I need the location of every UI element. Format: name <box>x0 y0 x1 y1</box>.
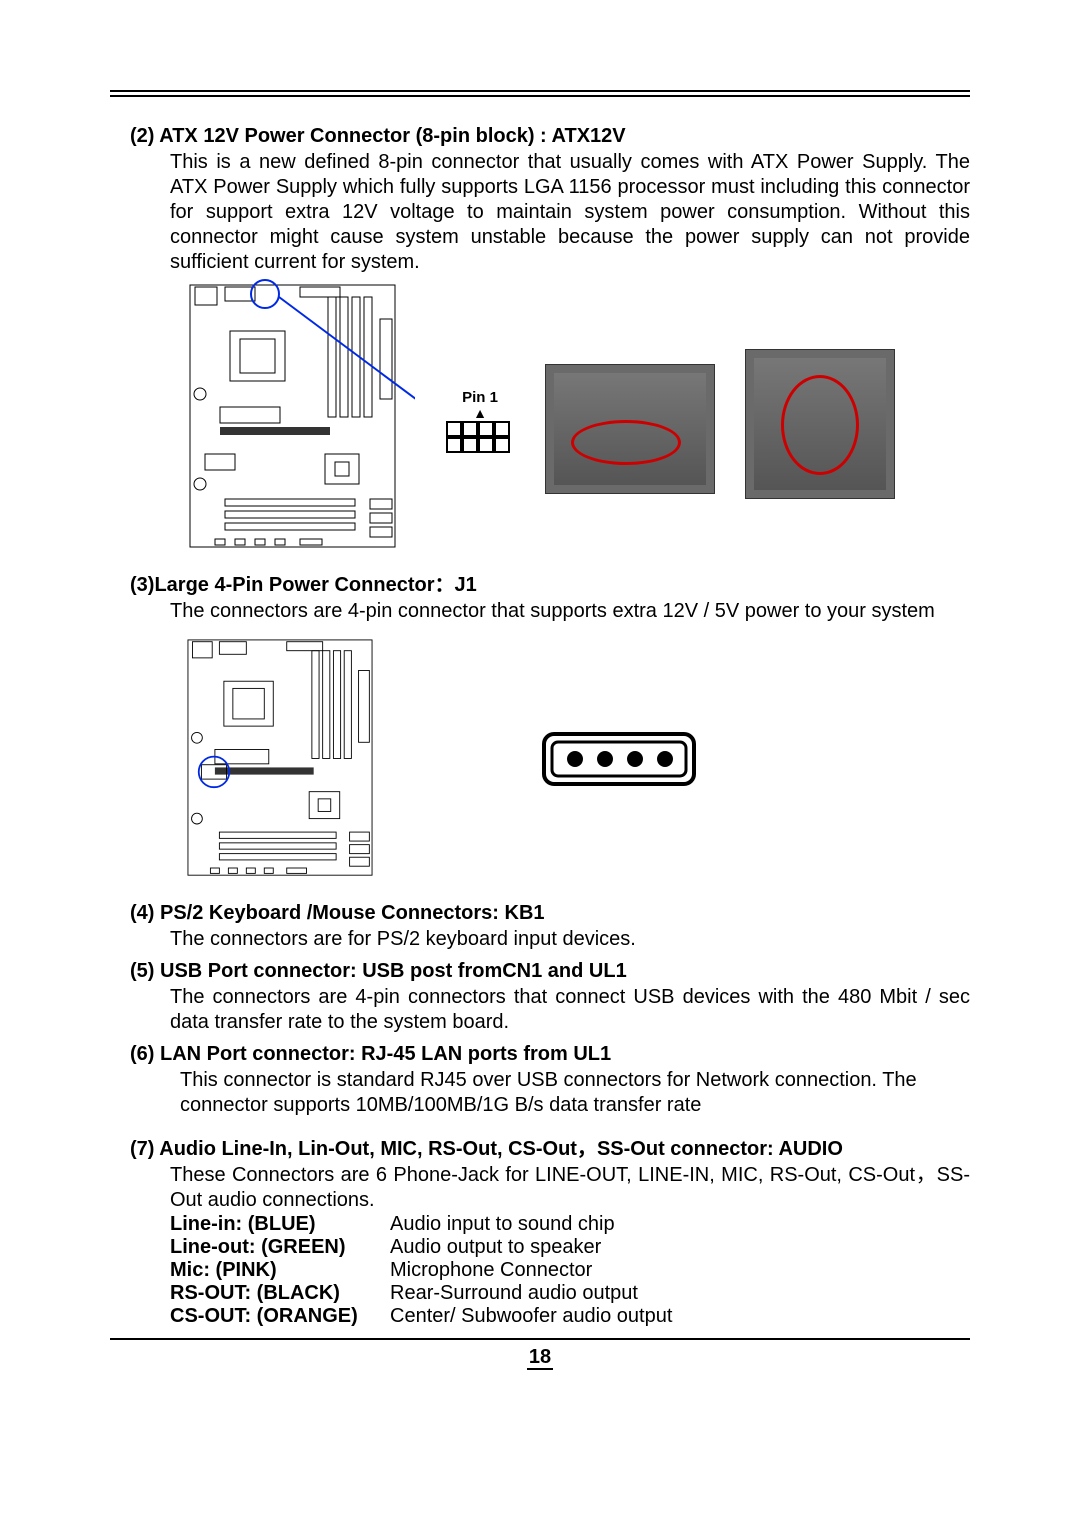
pin-block-8pin: Pin 1 ▲ <box>445 389 515 460</box>
body-s7: These Connectors are 6 Phone-Jack for LI… <box>170 1163 970 1213</box>
photo-atx12v-close <box>745 349 895 499</box>
audio-value: Audio input to sound chip <box>390 1213 615 1236</box>
heading-s5: (5) USB Port connector: USB post fromCN1… <box>130 960 970 983</box>
audio-jack-table: Line-in: (BLUE) Audio input to sound chi… <box>170 1213 970 1328</box>
photo-atx12v-board <box>545 364 715 494</box>
audio-value: Microphone Connector <box>390 1259 592 1282</box>
table-row: Line-in: (BLUE) Audio input to sound chi… <box>170 1213 970 1236</box>
audio-label: Line-in: (BLUE) <box>170 1213 390 1236</box>
heading-s6: (6) LAN Port connector: RJ-45 LAN ports … <box>130 1043 970 1066</box>
table-row: Mic: (PINK) Microphone Connector <box>170 1259 970 1282</box>
bottom-rule <box>110 1338 970 1340</box>
table-row: RS-OUT: (BLACK) Rear-Surround audio outp… <box>170 1282 970 1305</box>
pin-grid-8pin <box>445 420 515 460</box>
heading-s3: (3)Large 4-Pin Power Connector：J1 <box>130 568 970 597</box>
audio-value: Rear-Surround audio output <box>390 1282 638 1305</box>
body-s3: The connectors are 4-pin connector that … <box>170 599 970 624</box>
top-double-rule <box>110 90 970 97</box>
table-row: CS-OUT: (ORANGE) Center/ Subwoofer audio… <box>170 1305 970 1328</box>
audio-label: CS-OUT: (ORANGE) <box>170 1305 390 1328</box>
audio-value: Center/ Subwoofer audio output <box>390 1305 672 1328</box>
audio-label: Mic: (PINK) <box>170 1259 390 1282</box>
audio-value: Audio output to speaker <box>390 1236 601 1259</box>
mobo-diagram-2 <box>170 628 390 888</box>
photo-callout-oval-1 <box>571 420 681 465</box>
photo-callout-oval-2 <box>781 375 859 475</box>
body-s4: The connectors are for PS/2 keyboard inp… <box>170 927 970 952</box>
body-s6: This connector is standard RJ45 over USB… <box>180 1068 970 1118</box>
pin1-label: Pin 1 <box>462 389 498 406</box>
pin1-arrow-icon: ▲ <box>473 408 487 418</box>
figure-row-s3 <box>170 628 970 888</box>
page-number: 18 <box>110 1346 970 1369</box>
heading-s7: (7) Audio Line-In, Lin-Out, MIC, RS-Out,… <box>130 1132 970 1161</box>
body-s5: The connectors are 4-pin connectors that… <box>170 985 970 1035</box>
heading-s4: (4) PS/2 Keyboard /Mouse Connectors: KB1 <box>130 902 970 925</box>
page-container: (2) ATX 12V Power Connector (8-pin block… <box>0 0 1080 1409</box>
figure-row-s2: Pin 1 ▲ <box>170 279 970 554</box>
heading-s2: (2) ATX 12V Power Connector (8-pin block… <box>130 125 970 148</box>
mobo-diagram-1 <box>170 279 415 554</box>
audio-label: RS-OUT: (BLACK) <box>170 1282 390 1305</box>
molex-4pin-diagram <box>540 728 700 797</box>
table-row: Line-out: (GREEN) Audio output to speake… <box>170 1236 970 1259</box>
body-s2: This is a new defined 8-pin connector th… <box>170 150 970 275</box>
audio-label: Line-out: (GREEN) <box>170 1236 390 1259</box>
